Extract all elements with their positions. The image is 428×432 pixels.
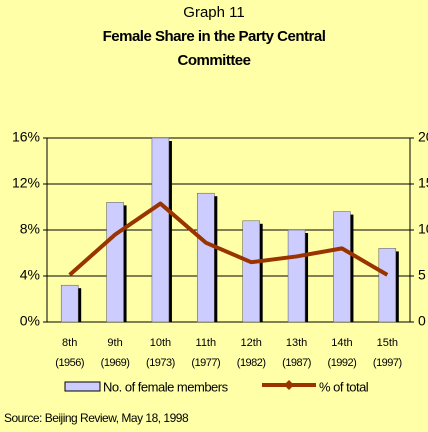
bar — [242, 220, 260, 323]
y2-tick-label: 5 — [418, 267, 426, 283]
y2-tick-label: 20 — [418, 129, 428, 145]
x-tick-label: 15th — [377, 337, 398, 349]
bar — [287, 229, 306, 323]
x-tick-label: (1982) — [237, 357, 266, 369]
x-tick-label: (1997) — [373, 357, 402, 369]
y2-tick-label: 0 — [418, 313, 426, 329]
legend-label: % of total — [319, 379, 369, 394]
x-tick-label: (1973) — [146, 357, 175, 369]
bar — [197, 192, 215, 323]
x-tick-label: (1956) — [55, 357, 84, 369]
legend-label: No. of female members — [103, 379, 229, 394]
x-tick-label: 12th — [240, 337, 261, 349]
bar — [333, 211, 351, 323]
line — [68, 201, 389, 277]
x-tick-label: 10th — [150, 337, 171, 349]
x-tick-label: (1977) — [191, 357, 220, 369]
x-tick-label: (1987) — [282, 357, 311, 369]
y2-tick-label: 10 — [418, 221, 428, 237]
x-tick-label: 8th — [62, 337, 77, 349]
bar — [378, 248, 397, 323]
legend-marker — [284, 380, 294, 390]
chart-title: Graph 11 — [183, 4, 244, 21]
y-tick-label: 8% — [20, 221, 40, 237]
y2-tick-label: 15 — [418, 175, 428, 191]
chart-subtitle: Female Share in the Party Central — [103, 28, 326, 45]
source: Source: Beijing Review, May 18, 1998 — [4, 411, 189, 425]
x-tick-label: 13th — [286, 337, 307, 349]
y-tick-label: 16% — [12, 129, 40, 145]
x-tick-label: 9th — [107, 337, 122, 349]
y-tick-label: 12% — [12, 175, 40, 191]
chart-subtitle: Committee — [177, 52, 250, 69]
x-tick-label: (1992) — [328, 357, 357, 369]
y-tick-label: 0% — [20, 313, 40, 329]
legend-swatch — [64, 381, 101, 392]
x-tick-label: 14th — [331, 337, 352, 349]
x-tick-label: 11th — [196, 337, 217, 349]
x-tick-label: (1969) — [101, 357, 130, 369]
bar — [106, 202, 124, 323]
bar — [60, 284, 79, 323]
bar — [151, 137, 170, 323]
y-tick-label: 4% — [20, 267, 40, 283]
